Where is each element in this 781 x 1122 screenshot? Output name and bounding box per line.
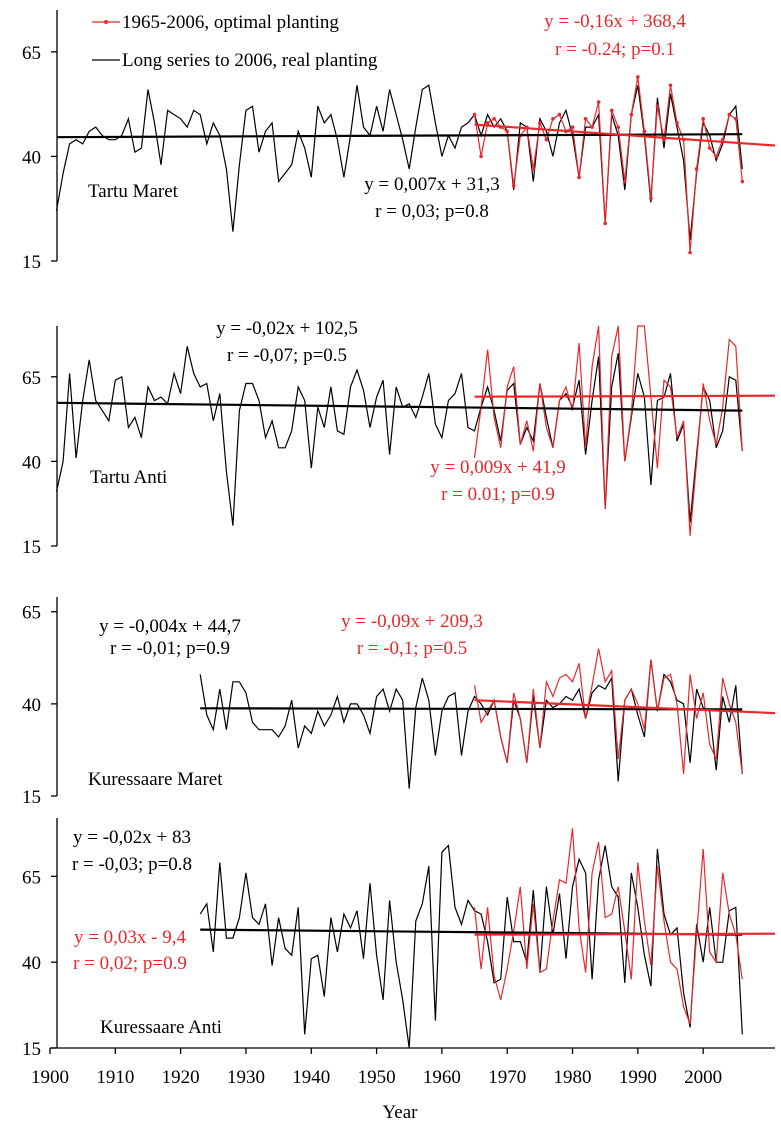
series-point — [701, 116, 705, 121]
trend-line — [474, 123, 776, 147]
annotation: y = -0,004x + 44,7 — [99, 616, 241, 637]
annotation: y = 0,009x + 41,9 — [430, 457, 565, 478]
series-point — [472, 112, 477, 117]
x-tick-label: 1980 — [554, 1067, 592, 1088]
series-point — [505, 129, 510, 134]
series-point — [551, 116, 555, 121]
x-tick-label: 1950 — [358, 1067, 396, 1088]
annotation: y = -0,02x + 102,5 — [216, 318, 358, 339]
series-point — [479, 154, 483, 159]
series-line — [55, 346, 743, 526]
trend-line — [474, 699, 776, 715]
y-tick-label: 15 — [22, 1039, 41, 1060]
annotation: r = -0.24; p=0.1 — [555, 39, 675, 60]
series-line — [199, 844, 743, 1049]
series-point — [734, 116, 738, 121]
x-tick-label: 1960 — [423, 1067, 461, 1088]
series-point — [642, 129, 647, 134]
series-point — [636, 75, 640, 79]
series-point — [531, 167, 536, 171]
series-point — [675, 121, 679, 125]
series-point — [538, 121, 542, 125]
y-tick-label: 15 — [22, 252, 41, 273]
series-point — [596, 100, 601, 104]
series-line — [473, 828, 743, 1025]
series-point — [720, 137, 725, 142]
trend-line — [56, 401, 743, 412]
series-point — [649, 196, 653, 201]
series-point — [609, 108, 614, 113]
series-point — [492, 116, 496, 121]
series-point — [485, 121, 490, 125]
series-point — [583, 116, 588, 121]
legend-label: 1965-2006, optimal planting — [122, 12, 339, 33]
series-point — [688, 250, 692, 255]
annotation: y = -0,02x + 83 — [73, 827, 191, 848]
series-point — [557, 112, 562, 117]
annotation: r = 0,02; p=0.9 — [73, 953, 187, 974]
legend-marker — [104, 20, 108, 24]
series-line — [199, 659, 743, 789]
annotation: y = -0,16x + 368,4 — [544, 11, 686, 32]
y-tick-label: 40 — [22, 147, 41, 168]
y-tick-label: 65 — [22, 43, 41, 64]
x-tick-label: 1920 — [162, 1067, 200, 1088]
trend-line — [200, 707, 743, 711]
trend-line — [474, 932, 776, 936]
y-tick-label: 65 — [22, 603, 41, 624]
panel-title: Tartu Maret — [88, 181, 179, 202]
x-tick-label: 1990 — [619, 1067, 657, 1088]
series-point — [603, 221, 607, 226]
x-tick-label: 1970 — [488, 1067, 526, 1088]
y-tick-label: 65 — [22, 368, 41, 389]
series-point — [570, 125, 575, 129]
y-tick-label: 65 — [22, 867, 41, 888]
y-tick-label: 15 — [22, 787, 41, 808]
x-axis-label: Year — [382, 1102, 418, 1122]
series-point — [655, 104, 660, 109]
series-point — [694, 167, 699, 171]
series-line — [473, 325, 743, 536]
series-point — [577, 175, 581, 180]
y-tick-label: 40 — [22, 452, 41, 473]
series-point — [740, 179, 745, 184]
series-point — [668, 83, 673, 88]
legend-label: Long series to 2006, real planting — [122, 50, 378, 71]
series-point — [622, 179, 627, 184]
panel-title: Kuressaare Maret — [88, 769, 223, 790]
annotation: y = 0,007x + 31,3 — [364, 174, 499, 195]
panel-title: Kuressaare Anti — [100, 1017, 222, 1038]
series-point — [714, 154, 719, 159]
annotation: r = 0.01; p=0.9 — [441, 484, 555, 505]
annotation: r = -0,07; p=0.5 — [227, 345, 347, 366]
series-line — [473, 648, 743, 774]
series-point — [707, 146, 712, 150]
series-point — [544, 137, 549, 142]
trend-line — [474, 394, 776, 398]
series-point — [629, 112, 634, 117]
annotation: y = 0,03x - 9,4 — [74, 927, 187, 948]
x-tick-label: 1910 — [96, 1067, 134, 1088]
series-point — [616, 125, 621, 129]
annotation: r = -0,03; p=0.8 — [72, 854, 192, 875]
series-line — [473, 76, 743, 253]
annotation: r = -0,01; p=0.9 — [110, 638, 230, 659]
y-tick-label: 15 — [22, 537, 41, 558]
annotation: y = -0,09x + 209,3 — [341, 611, 483, 632]
x-tick-label: 2000 — [684, 1067, 722, 1088]
x-tick-label: 1930 — [227, 1067, 265, 1088]
annotation: r = -0,1; p=0.5 — [357, 638, 468, 659]
y-tick-label: 40 — [22, 695, 41, 716]
x-tick-label: 1940 — [292, 1067, 330, 1088]
series-point — [511, 183, 516, 188]
annotation: r = 0,03; p=0.8 — [375, 201, 489, 222]
series-point — [727, 112, 732, 117]
series-point — [590, 125, 594, 129]
panel-title: Tartu Anti — [90, 467, 167, 488]
x-tick-label: 1900 — [31, 1067, 69, 1088]
y-tick-label: 40 — [22, 953, 41, 974]
